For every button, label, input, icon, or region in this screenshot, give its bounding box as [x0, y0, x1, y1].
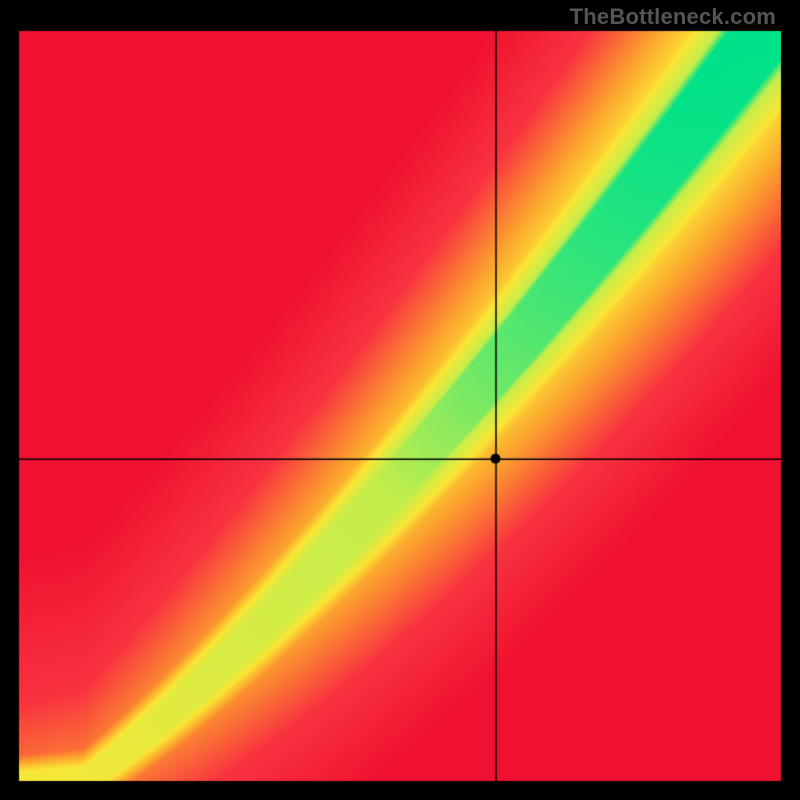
chart-container: TheBottleneck.com [0, 0, 800, 800]
bottleneck-heatmap [0, 0, 800, 800]
watermark-text: TheBottleneck.com [570, 4, 776, 30]
